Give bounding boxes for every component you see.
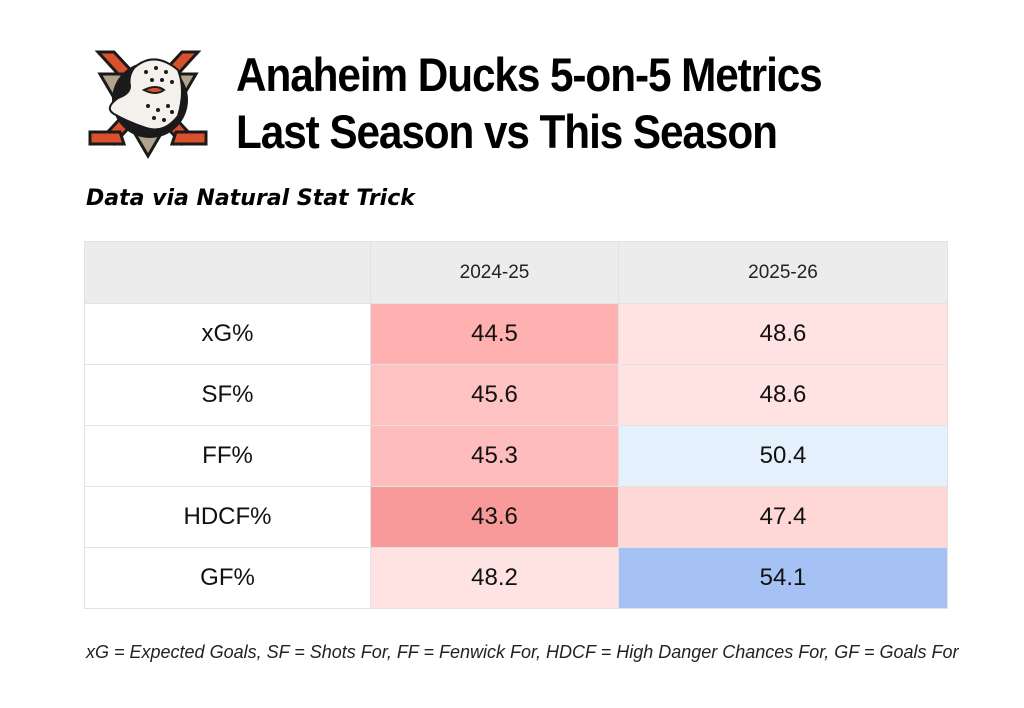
footnote: xG = Expected Goals, SF = Shots For, FF … [86,642,959,662]
metric-label: HDCF% [84,486,371,548]
metric-label: GF% [84,547,371,609]
value-cell-2025-26: 48.6 [618,303,948,365]
table-row: FF% 45.3 50.4 [84,425,948,487]
metric-label: SF% [84,364,371,426]
metrics-table: 2024-25 2025-26 xG% 44.5 48.6 SF% 45.6 48.6 FF… [84,241,948,609]
value-cell-2024-25: 45.3 [370,425,619,487]
table-row: xG% 44.5 48.6 [84,303,948,365]
title-line-1: Anaheim Ducks 5-on-5 Metrics [236,48,823,101]
value-cell-2025-26: 50.4 [618,425,948,487]
value-cell-2024-25: 44.5 [370,303,619,365]
duck-mask-icon [88,50,208,159]
value-cell-2025-26: 54.1 [618,547,948,609]
header-cell-metric [84,241,371,304]
table-row: SF% 45.6 48.6 [84,364,948,426]
metric-label: FF% [84,425,371,487]
value-cell-2025-26: 48.6 [618,364,948,426]
data-source-label: Data via Natural Stat Trick [86,186,415,211]
page-title: Anaheim Ducks 5-on-5 Metrics Last Season… [236,46,920,160]
value-cell-2025-26: 47.4 [618,486,948,548]
header-row: 2024-25 2025-26 [84,241,948,304]
value-cell-2024-25: 45.6 [370,364,619,426]
header-cell-2025-26: 2025-26 [618,241,948,304]
table-row: HDCF% 43.6 47.4 [84,486,948,548]
title-line-2: Last Season vs This Season [236,105,778,158]
table-row: GF% 48.2 54.1 [84,547,948,609]
value-cell-2024-25: 48.2 [370,547,619,609]
metric-label: xG% [84,303,371,365]
value-cell-2024-25: 43.6 [370,486,619,548]
header-cell-2024-25: 2024-25 [370,241,619,304]
anaheim-ducks-logo-icon [84,40,212,160]
